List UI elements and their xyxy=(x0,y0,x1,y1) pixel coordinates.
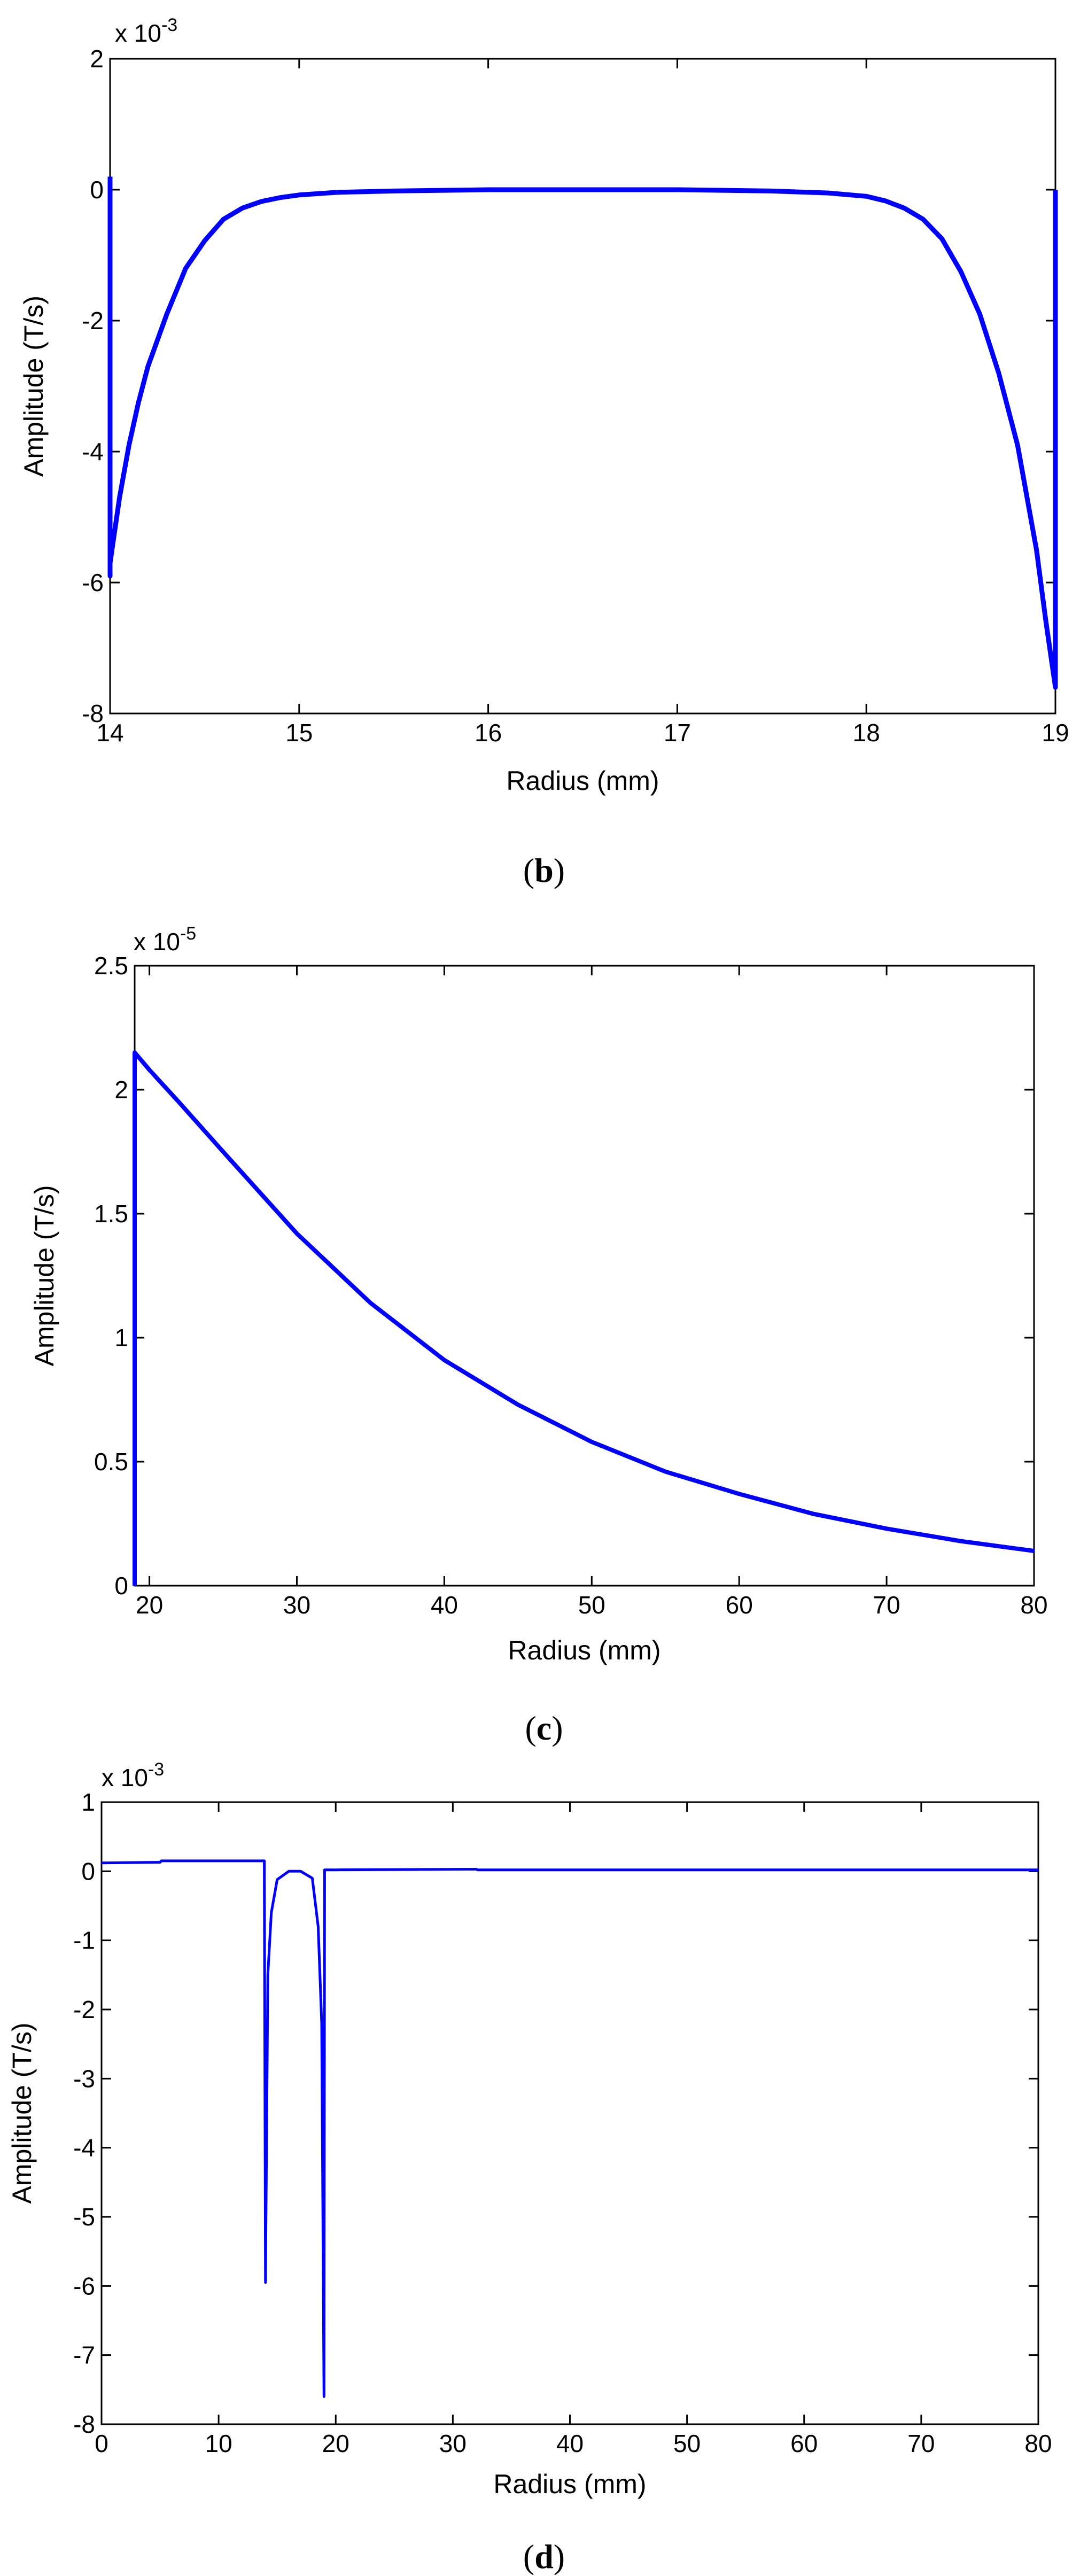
series-line-amplitude xyxy=(107,176,1058,690)
x-tick-label: 40 xyxy=(431,1591,458,1619)
y-tick-label: -5 xyxy=(73,2203,95,2231)
x-tick-label: 20 xyxy=(322,2430,349,2457)
x-tick-label: 70 xyxy=(907,2430,935,2457)
series-line-amplitude xyxy=(133,1050,1035,1586)
axes-frame xyxy=(109,58,1056,715)
x-tick-label: 40 xyxy=(556,2430,584,2457)
x-tick-label: 20 xyxy=(136,1591,163,1619)
x-tick-label: 60 xyxy=(790,2430,818,2457)
x-tick-label: 70 xyxy=(873,1591,900,1619)
panel-caption: (d) xyxy=(523,2538,565,2575)
x-axis-label: Radius (mm) xyxy=(506,766,659,796)
y-tick-label: 2.5 xyxy=(94,952,128,980)
x-tick-label: 30 xyxy=(283,1591,310,1619)
y-axis-label: Amplitude (T/s) xyxy=(7,2023,37,2204)
y-tick-label: -6 xyxy=(82,569,104,596)
axis-exponent: x 10-5 xyxy=(134,924,196,956)
x-tick-label: 19 xyxy=(1042,719,1069,747)
axes-frame xyxy=(134,965,1035,1587)
x-tick-label: 15 xyxy=(285,719,313,747)
x-tick-label: 80 xyxy=(1024,2430,1052,2457)
y-tick-label: -7 xyxy=(73,2341,95,2369)
x-tick-label: 10 xyxy=(205,2430,232,2457)
x-tick-label: 60 xyxy=(726,1591,753,1619)
x-axis-label: Radius (mm) xyxy=(493,2469,646,2499)
x-tick-label: 50 xyxy=(673,2430,701,2457)
x-tick-label: 17 xyxy=(664,719,691,747)
x-tick-label: 14 xyxy=(96,719,123,747)
y-tick-label: -4 xyxy=(73,2134,95,2162)
x-tick-label: 18 xyxy=(853,719,880,747)
chart-panel-b: 14 15 16 17 18 19 -8 -6 -4 -2 0 2 x 10-3 Radius (mm) A… xyxy=(19,15,1069,889)
y-tick-label: 1 xyxy=(81,1788,95,1816)
y-axis-label: Amplitude (T/s) xyxy=(19,296,49,477)
series-line-amplitude xyxy=(101,1859,1038,2398)
x-tick-label: 50 xyxy=(578,1591,605,1619)
x-axis-label: Radius (mm) xyxy=(508,1635,660,1665)
y-tick-label: 2 xyxy=(114,1076,128,1104)
y-tick-label: -4 xyxy=(82,438,104,465)
y-tick-label: 2 xyxy=(90,45,104,73)
axes-frame xyxy=(100,1801,1039,2425)
x-tick-label: 0 xyxy=(95,2430,108,2457)
axis-exponent: x 10-3 xyxy=(115,15,177,47)
y-tick-label: -3 xyxy=(73,2065,95,2092)
y-tick-label: -8 xyxy=(73,2410,95,2438)
y-tick-label: -2 xyxy=(82,307,104,335)
x-tick-label: 30 xyxy=(439,2430,467,2457)
y-tick-label: -6 xyxy=(73,2272,95,2300)
y-axis-label: Amplitude (T/s) xyxy=(29,1185,59,1367)
y-tick-label: 1.5 xyxy=(94,1200,128,1228)
y-tick-label: -8 xyxy=(82,700,104,727)
y-tick-label: 0 xyxy=(114,1572,128,1600)
y-tick-label: 0.5 xyxy=(94,1448,128,1476)
y-tick-label: -2 xyxy=(73,1996,95,2023)
panel-caption: (c) xyxy=(525,1709,563,1747)
y-tick-label: 1 xyxy=(114,1324,128,1352)
panel-caption: (b) xyxy=(523,851,565,889)
x-tick-label: 16 xyxy=(475,719,502,747)
chart-panel-c: 20 30 40 50 60 70 80 0 0.5 1 1.5 2 2.5x 10-5 Radius (… xyxy=(29,924,1048,1747)
y-tick-label: 0 xyxy=(81,1857,95,1885)
y-tick-label: -1 xyxy=(73,1927,95,1954)
chart-panel-d: 0 10 20 30 40 50 60 70 80 -8 -7 -6 -5 -4 -3 -2 -1 0 1x 10-… xyxy=(7,1759,1052,2575)
x-tick-label: 80 xyxy=(1020,1591,1047,1619)
axis-exponent: x 10-3 xyxy=(102,1759,164,1791)
y-tick-label: 0 xyxy=(90,176,104,204)
